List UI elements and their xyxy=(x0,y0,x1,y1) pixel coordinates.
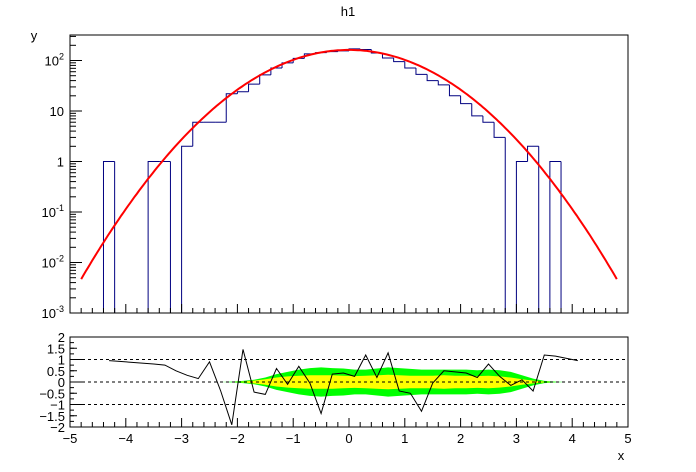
residual-y-tick-label: 1.5 xyxy=(47,341,65,356)
residual-x-tick-label: 4 xyxy=(569,431,576,446)
residual-x-tick-label: −5 xyxy=(63,431,78,446)
residual-x-tick-labels: −5 −4 −3 −2 −1 0 1 2 3 4 5 xyxy=(63,431,632,446)
histogram-bin xyxy=(381,52,394,59)
histogram-bin xyxy=(471,103,483,117)
histogram-bin xyxy=(225,93,238,123)
histogram-bin xyxy=(448,84,461,97)
histogram-bin xyxy=(493,122,506,138)
histogram-y-tick-label: 1 xyxy=(57,155,64,170)
histogram-frame xyxy=(69,34,629,314)
histogram-y-tick-label: 10-1 xyxy=(42,203,64,220)
residual-x-tick-label: −3 xyxy=(174,431,189,446)
histogram-y-tick-label: 102 xyxy=(45,52,64,69)
histogram-bin xyxy=(460,95,472,105)
histogram-bin xyxy=(248,83,260,92)
histogram-bin xyxy=(437,80,450,86)
histogram-bin xyxy=(426,74,439,82)
residual-y-tick-labels: −2−1.5−1−0.500.511.52 xyxy=(39,330,65,435)
residual-y-tick-label: 0.5 xyxy=(47,364,65,379)
histogram-bin xyxy=(549,161,562,313)
residual-y-tick-label: −1.5 xyxy=(39,409,65,424)
histogram-bin xyxy=(527,145,539,162)
residual-axis-ticks xyxy=(69,336,629,428)
residual-y-tick-label: 0 xyxy=(58,375,65,390)
histogram-pad: 10-3 10-2 10-1 1 10 102 y xyxy=(31,28,629,321)
residual-line xyxy=(109,349,578,425)
histogram-bin xyxy=(236,91,249,94)
residual-x-tick-label: 3 xyxy=(513,431,520,446)
histogram-bin xyxy=(515,161,528,313)
histogram-bin xyxy=(102,161,115,313)
residual-x-tick-label: −1 xyxy=(286,431,301,446)
residual-x-axis-label: x xyxy=(618,448,625,463)
residual-x-tick-label: 1 xyxy=(401,431,408,446)
histogram-bin xyxy=(393,58,405,63)
histogram-bin xyxy=(292,57,305,63)
residual-y-tick-label: 2 xyxy=(58,330,65,345)
histogram-bin xyxy=(404,61,416,69)
residual-y-tick-label: −1 xyxy=(50,398,65,413)
residual-x-tick-label: 5 xyxy=(624,431,631,446)
histogram-y-tick-label: 10-3 xyxy=(42,304,64,321)
residual-y-tick-label: 1 xyxy=(58,353,65,368)
histogram-bin xyxy=(181,145,193,313)
histogram-y-tick-label: 10 xyxy=(50,104,64,119)
fit-curve xyxy=(80,48,618,280)
residual-y-tick-label: −0.5 xyxy=(39,386,65,401)
residual-pad: −2−1.5−1−0.500.511.52 −5 −4 −3 −2 −1 0 1 2 3 4 5 x xyxy=(39,330,631,463)
histogram-bin xyxy=(270,67,283,75)
histogram-bin xyxy=(147,161,160,313)
histogram-y-tick-label: 10-2 xyxy=(42,254,64,271)
histogram-bin xyxy=(192,121,204,147)
residual-frame xyxy=(69,336,629,428)
residual-y-tick-label: −2 xyxy=(50,420,65,435)
residual-band-1sigma xyxy=(97,374,589,390)
histogram-y-axis-label: y xyxy=(31,28,38,43)
histogram-bin xyxy=(415,68,428,75)
residual-reference-lines xyxy=(70,359,628,405)
residual-x-tick-label: 2 xyxy=(457,431,464,446)
histogram-y-tick-labels: 10-3 10-2 10-1 1 10 102 xyxy=(42,52,64,321)
residual-x-tick-label: −2 xyxy=(230,431,245,446)
histogram-axis-ticks xyxy=(69,35,629,314)
residual-x-tick-label: −4 xyxy=(118,431,133,446)
residual-x-tick-label: 0 xyxy=(345,431,352,446)
chart-title: h1 xyxy=(341,4,355,19)
histogram-bin xyxy=(281,62,294,69)
histogram-bin xyxy=(482,115,495,123)
